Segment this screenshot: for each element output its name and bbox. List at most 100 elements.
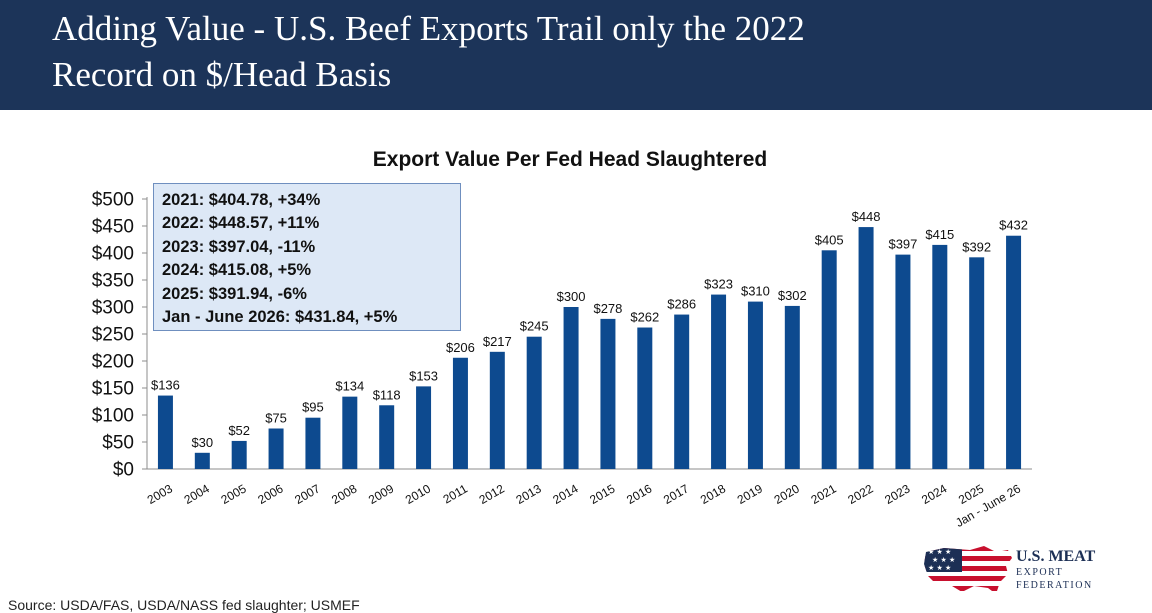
bar-value-label: $52 xyxy=(228,423,250,438)
bar-value-label: $278 xyxy=(593,301,622,316)
x-tick-label: 2011 xyxy=(441,481,471,506)
bar xyxy=(452,357,468,469)
bar xyxy=(674,314,690,469)
bar xyxy=(784,305,800,469)
x-tick-label: 2004 xyxy=(182,481,212,507)
callout-line: 2024: $415.08, +5% xyxy=(162,261,312,280)
y-tick-label: $500 xyxy=(92,190,134,211)
bar xyxy=(231,440,247,469)
x-tick-label: 2023 xyxy=(882,481,912,507)
bar xyxy=(821,250,837,469)
bar-value-label: $118 xyxy=(373,387,401,402)
y-tick-label: $150 xyxy=(92,379,134,400)
bar-value-label: $302 xyxy=(778,288,807,303)
y-tick-label: $50 xyxy=(102,433,134,454)
bar xyxy=(194,452,210,469)
bar xyxy=(969,257,985,469)
bar-value-label: $310 xyxy=(741,284,770,299)
bar xyxy=(932,244,948,469)
bar-value-label: $153 xyxy=(409,368,438,383)
x-tick-label: 2006 xyxy=(255,481,285,507)
y-tick-label: $100 xyxy=(92,406,134,427)
slide-title: Adding Value - U.S. Beef Exports Trail o… xyxy=(52,9,805,94)
bar-value-label: $392 xyxy=(962,239,991,254)
x-tick-label: 2014 xyxy=(550,481,580,507)
bar-value-label: $134 xyxy=(335,379,364,394)
bar-value-label: $397 xyxy=(888,237,917,252)
y-tick-label: $200 xyxy=(92,352,134,373)
title-banner: Adding Value - U.S. Beef Exports Trail o… xyxy=(0,0,1152,110)
y-tick-label: $450 xyxy=(92,217,134,238)
x-tick-label: 2017 xyxy=(661,481,691,507)
bar-chart: $0 $50 $100 $150 $200 $250 $300 $350 $400 $450 $50… xyxy=(92,190,1032,530)
bar xyxy=(600,318,616,469)
bar xyxy=(416,386,432,469)
svg-text:★ ★ ★: ★ ★ ★ xyxy=(928,564,951,572)
callout-line: 2022: $448.57, +11% xyxy=(162,214,320,233)
logo-line: U.S. MEAT xyxy=(1016,548,1096,565)
bar-value-label: $136 xyxy=(151,378,180,393)
bar-value-label: $262 xyxy=(630,310,659,325)
y-tick-label: $350 xyxy=(92,271,134,292)
bar-value-label: $323 xyxy=(704,277,733,292)
y-tick-label: $0 xyxy=(113,460,134,481)
bar xyxy=(637,327,653,469)
bar xyxy=(858,227,874,469)
callout-line: 2025: $391.94, -6% xyxy=(162,284,307,303)
bar-value-label: $286 xyxy=(667,297,696,312)
logo-line: EXPORT xyxy=(1016,567,1064,578)
bar xyxy=(747,301,763,469)
us-map-flag-icon: ★ ★ ★ ★ ★ ★ ★ ★ ★ xyxy=(924,546,1012,594)
y-tick-label: $250 xyxy=(92,325,134,346)
y-tick-label: $400 xyxy=(92,244,134,265)
callout-line: 2023: $397.04, -11% xyxy=(162,237,316,256)
bar xyxy=(268,428,284,469)
bar xyxy=(379,405,395,469)
x-tick-label: 2007 xyxy=(292,481,322,507)
y-tick-label: $300 xyxy=(92,298,134,319)
usmef-logo: ★ ★ ★ ★ ★ ★ ★ ★ ★ U.S. MEAT EXPORT FEDER… xyxy=(922,542,1122,598)
x-tick-label: 2015 xyxy=(587,481,617,507)
callout-line: Jan - June 2026: $431.84, +5% xyxy=(162,308,398,327)
source-note: Source: USDA/FAS, USDA/NASS fed slaughte… xyxy=(8,597,360,613)
bar xyxy=(526,336,542,469)
x-tick-label: 2022 xyxy=(845,481,875,507)
x-tick-label: 2010 xyxy=(403,481,433,507)
x-tick-label: 2016 xyxy=(624,481,654,507)
bar-value-label: $448 xyxy=(852,209,881,224)
svg-text:★ ★ ★: ★ ★ ★ xyxy=(928,548,951,556)
x-tick-label: 2005 xyxy=(219,481,249,507)
x-tick-label: 2008 xyxy=(329,481,359,507)
bar xyxy=(895,254,911,469)
callout-line: 2021: $404.78, +34% xyxy=(162,191,321,209)
bar-value-label: $300 xyxy=(557,289,586,304)
bar xyxy=(1006,235,1022,469)
bar xyxy=(342,396,358,469)
logo-wordmark: U.S. MEAT EXPORT FEDERATION xyxy=(1016,548,1095,592)
bar xyxy=(489,351,505,469)
bar xyxy=(157,395,173,469)
x-tick-label: 2003 xyxy=(145,481,175,507)
logo-line: FEDERATION xyxy=(1016,580,1093,591)
bar-value-label: $245 xyxy=(520,319,549,334)
chart-title: Export Value Per Fed Head Slaughtered xyxy=(372,148,768,171)
bar xyxy=(563,307,579,469)
bar-value-label: $206 xyxy=(446,340,475,355)
bar-value-label: $415 xyxy=(925,227,954,242)
x-tick-label: 2021 xyxy=(809,481,839,507)
x-tick-label: 2013 xyxy=(514,481,544,507)
x-tick-label: 2024 xyxy=(919,481,949,507)
x-tick-label: 2018 xyxy=(698,481,728,507)
bar-value-label: $30 xyxy=(191,435,213,450)
bar-value-label: $75 xyxy=(265,411,287,426)
bar-value-label: $405 xyxy=(815,232,844,247)
x-tick-label: 2012 xyxy=(477,481,507,507)
callout-box: 2021: $404.78, +34% 2022: $448.57, +11% … xyxy=(153,183,461,331)
x-tick-label: 2020 xyxy=(772,481,802,507)
bar-value-label: $217 xyxy=(483,334,512,349)
x-tick-label: 2019 xyxy=(735,481,765,507)
bar-value-label: $432 xyxy=(999,218,1028,233)
bar xyxy=(305,417,321,469)
bar-value-label: $95 xyxy=(302,400,324,415)
svg-text:★ ★ ★: ★ ★ ★ xyxy=(932,556,955,564)
